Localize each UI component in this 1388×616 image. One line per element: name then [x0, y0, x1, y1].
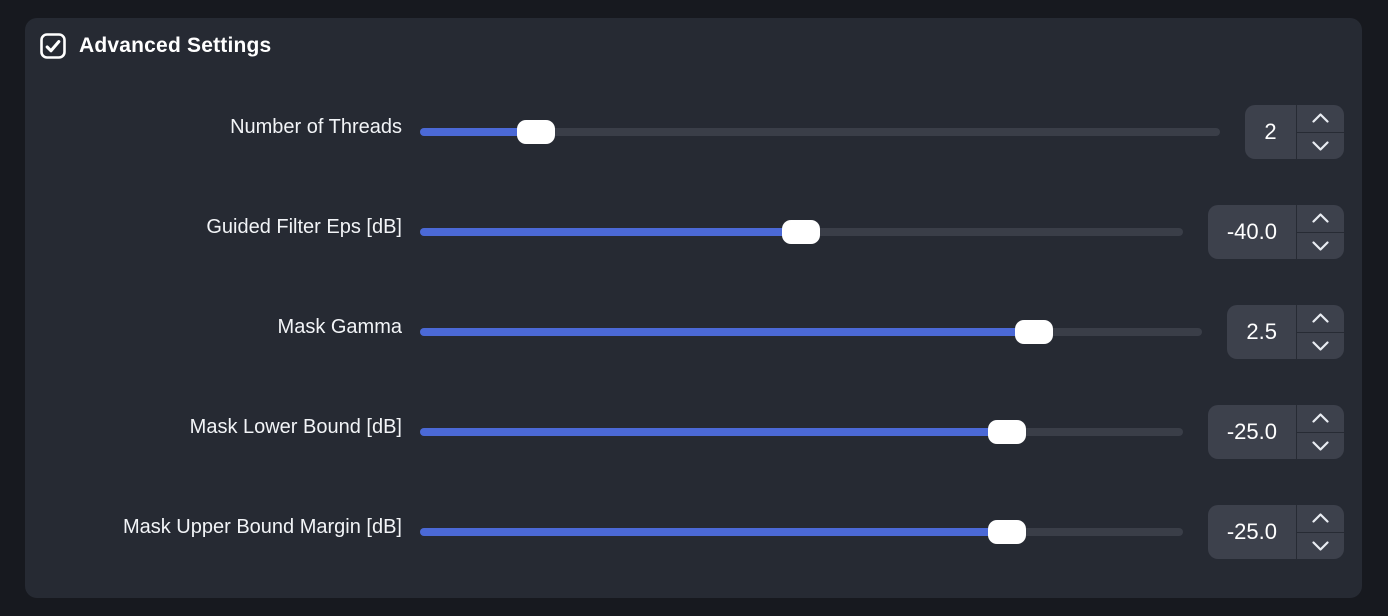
slider-label: Mask Lower Bound [dB]	[189, 415, 402, 438]
setting-row-number-of-threads: Number of Threads 2	[40, 82, 1344, 182]
spinner-controls	[1296, 105, 1344, 159]
slider-fill	[420, 428, 1008, 436]
slider-mask-upper-bound-margin[interactable]	[420, 520, 1183, 544]
increment-button[interactable]	[1297, 205, 1344, 232]
advanced-settings-header: Advanced Settings	[40, 32, 1344, 60]
slider-fill	[420, 228, 802, 236]
number-input-value[interactable]: 2	[1264, 119, 1277, 144]
slider-fill	[420, 528, 1008, 536]
slider-track[interactable]	[420, 128, 1220, 136]
decrement-button[interactable]	[1297, 331, 1344, 360]
chevron-down-icon	[1312, 141, 1329, 151]
increment-button[interactable]	[1297, 305, 1344, 332]
slider-thumb[interactable]	[782, 220, 821, 244]
chevron-down-icon	[1312, 541, 1329, 551]
slider-thumb[interactable]	[517, 120, 555, 144]
spinner-controls	[1296, 405, 1344, 459]
slider-thumb[interactable]	[988, 520, 1027, 544]
slider-label: Number of Threads	[230, 115, 402, 138]
number-input-mask-upper-bound-margin: -25.0	[1207, 505, 1344, 559]
decrement-button[interactable]	[1297, 131, 1344, 160]
decrement-button[interactable]	[1297, 531, 1344, 560]
decrement-button[interactable]	[1297, 431, 1344, 460]
slider-label: Mask Upper Bound Margin [dB]	[122, 515, 402, 538]
slider-mask-lower-bound[interactable]	[420, 420, 1183, 444]
number-input-guided-filter-eps: -40.0	[1207, 205, 1344, 259]
slider-label: Guided Filter Eps [dB]	[206, 215, 402, 238]
number-input-mask-lower-bound: -25.0	[1207, 405, 1344, 459]
slider-thumb[interactable]	[988, 420, 1027, 444]
setting-row-mask-gamma: Mask Gamma 2.5	[40, 282, 1344, 382]
increment-button[interactable]	[1297, 505, 1344, 532]
slider-number-of-threads[interactable]	[420, 120, 1220, 144]
decrement-button[interactable]	[1297, 231, 1344, 260]
slider-label: Mask Gamma	[277, 315, 402, 338]
panel-title: Advanced Settings	[79, 34, 272, 57]
chevron-up-icon	[1312, 313, 1329, 323]
setting-row-mask-upper-bound-margin: Mask Upper Bound Margin [dB] -25.0	[40, 482, 1344, 582]
number-input-value[interactable]: -25.0	[1226, 419, 1277, 444]
advanced-settings-panel: Advanced Settings Number of Threads 2	[25, 18, 1362, 598]
slider-fill	[420, 128, 536, 136]
number-input-value[interactable]: -40.0	[1226, 219, 1277, 244]
settings-rows: Number of Threads 2 Guided Filte	[40, 82, 1344, 582]
setting-row-mask-lower-bound: Mask Lower Bound [dB] -25.0	[40, 382, 1344, 482]
spinner-controls	[1296, 505, 1344, 559]
setting-row-guided-filter-eps: Guided Filter Eps [dB] -40.0	[40, 182, 1344, 282]
number-input-value[interactable]: 2.5	[1246, 319, 1277, 344]
spinner-controls	[1296, 305, 1344, 359]
slider-guided-filter-eps[interactable]	[420, 220, 1183, 244]
chevron-down-icon	[1312, 241, 1329, 251]
number-input-value[interactable]: -25.0	[1226, 519, 1277, 544]
checkbox-checked-icon	[40, 33, 66, 59]
chevron-up-icon	[1312, 213, 1329, 223]
chevron-up-icon	[1312, 113, 1329, 123]
slider-mask-gamma[interactable]	[420, 320, 1203, 344]
increment-button[interactable]	[1297, 405, 1344, 432]
advanced-settings-checkbox[interactable]	[40, 33, 66, 59]
number-input-mask-gamma: 2.5	[1227, 305, 1344, 359]
chevron-down-icon	[1312, 441, 1329, 451]
chevron-up-icon	[1312, 413, 1329, 423]
spinner-controls	[1296, 205, 1344, 259]
number-input-number-of-threads: 2	[1245, 105, 1344, 159]
increment-button[interactable]	[1297, 105, 1344, 132]
slider-fill	[420, 328, 1035, 336]
slider-thumb[interactable]	[1015, 320, 1054, 344]
chevron-up-icon	[1312, 513, 1329, 523]
chevron-down-icon	[1312, 341, 1329, 351]
